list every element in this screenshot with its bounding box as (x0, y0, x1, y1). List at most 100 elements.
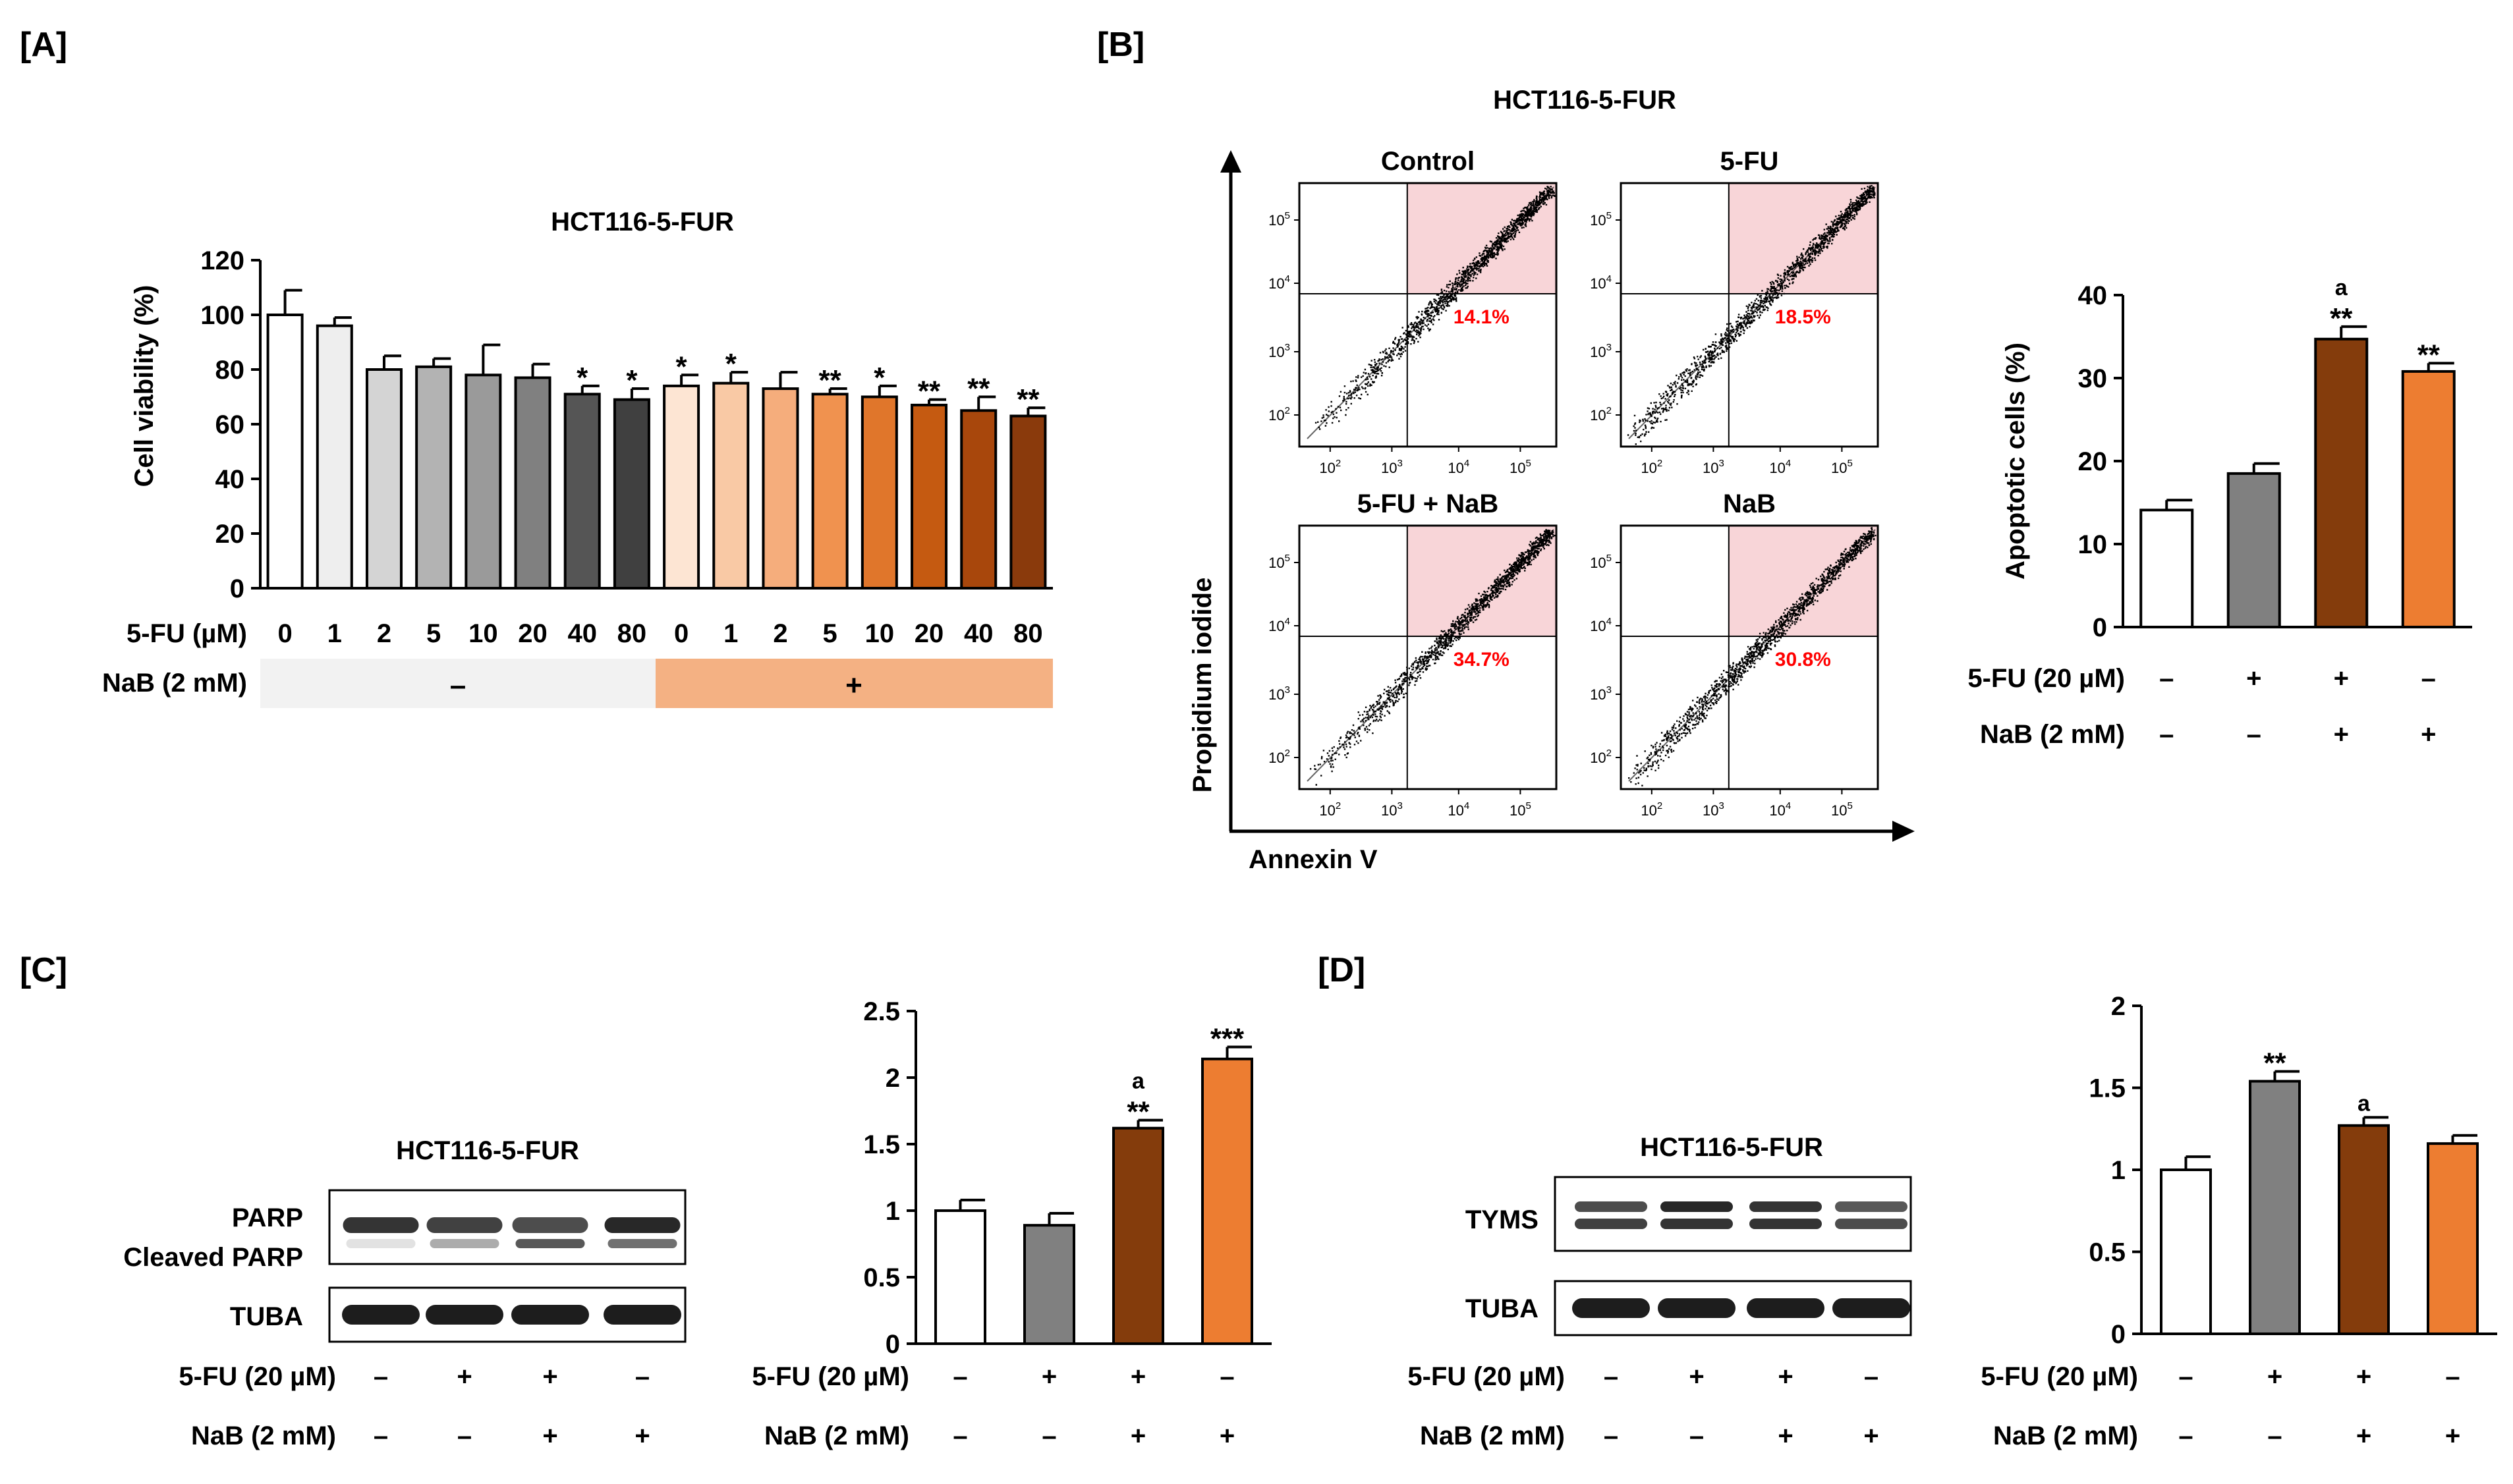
bar (465, 373, 502, 590)
flow-diagonal (1628, 529, 1876, 782)
treatment-sign: + (457, 1362, 472, 1391)
apoptotic-quadrant (1728, 526, 1878, 636)
treatment-sign: – (953, 1421, 967, 1450)
bar (365, 368, 403, 590)
flow-y-tick-label: 104 (1590, 616, 1612, 634)
comparison-mark: a (2358, 1091, 2371, 1116)
treatment-sign: – (953, 1362, 967, 1391)
protein-band (1660, 1219, 1733, 1229)
y-tick-label: 1 (2111, 1156, 2126, 1185)
tuba-band-label-d: TUBA (1465, 1294, 1539, 1323)
comparison-mark: a (1132, 1069, 1145, 1094)
nab-minus-sign: – (450, 669, 466, 701)
flow-plot-frame (1620, 182, 1879, 448)
y-tick-label: 2 (886, 1064, 900, 1093)
flow-plot-title: Control (1381, 147, 1475, 176)
flow-scatter-events (1309, 529, 1556, 786)
y-tick-label: 20 (215, 520, 245, 549)
x-category-label: 1 (327, 619, 342, 648)
panel-c-blot-title: HCT116-5-FUR (396, 1136, 579, 1165)
x-category-label: 80 (1013, 619, 1043, 648)
flow-plot-frame (1298, 182, 1558, 448)
apoptotic-percentage: 34.7% (1454, 649, 1510, 671)
bar (2249, 1080, 2301, 1336)
treatment-sign: + (2334, 720, 2349, 749)
comparison-mark: a (2335, 275, 2348, 300)
protein-band (515, 1239, 585, 1248)
parp-band-label: PARP (232, 1203, 303, 1232)
flow-y-arrowhead (1220, 150, 1241, 173)
protein-band (604, 1217, 681, 1233)
flow-y-tick-label: 103 (1590, 684, 1612, 703)
flow-y-tick-label: 104 (1268, 273, 1290, 292)
significance-marker: * (577, 362, 588, 394)
flow-y-tick-label: 105 (1268, 553, 1290, 571)
bar (663, 384, 700, 590)
protein-band (1835, 1219, 1907, 1229)
x-category-label: 10 (468, 619, 498, 648)
treatment-sign: – (457, 1421, 472, 1450)
panel-d-western-blot: HCT116-5-FUR TYMS TUBA 5-FU (20 µM) – + + – N… (1407, 1133, 1912, 1450)
treatment-sign: – (374, 1362, 388, 1391)
cleaved-parp-band-label: Cleaved PARP (123, 1243, 303, 1272)
flow-x-tick-label: 103 (1703, 458, 1724, 476)
flow-x-tick-label: 102 (1641, 458, 1662, 476)
treatment-sign: – (2445, 1362, 2460, 1391)
bar (934, 1209, 986, 1345)
treatment-sign: + (1042, 1362, 1057, 1391)
protein-band (342, 1305, 420, 1325)
bar (316, 324, 353, 590)
flow-x-tick-label: 105 (1831, 458, 1853, 476)
significance-marker: ** (918, 375, 941, 408)
treatment-sign: + (542, 1421, 557, 1450)
significance-marker: ** (1017, 383, 1040, 416)
flow-x-tick-label: 104 (1448, 800, 1469, 819)
x-category-label: 40 (964, 619, 994, 648)
nab-minus-band (260, 659, 656, 708)
protein-band (607, 1239, 677, 1248)
apoptotic-percentage: 14.1% (1454, 306, 1510, 328)
x-category-label: 40 (567, 619, 597, 648)
significance-marker: ** (2263, 1047, 2286, 1080)
y-tick-label: 10 (2078, 530, 2108, 559)
flow-x-tick-label: 103 (1381, 458, 1403, 476)
flow-plot: Control 14.1% 102 102 103 103 104 104 105 105 (1268, 147, 1558, 476)
y-tick-label: 0 (230, 574, 244, 603)
flow-plot: 5-FU + NaB 34.7% 102 102 103 103 104 104 105 105 (1268, 489, 1558, 819)
protein-band (426, 1217, 503, 1233)
nab-plus-band (656, 659, 1053, 708)
protein-band (426, 1305, 503, 1325)
significance-marker: *** (1210, 1023, 1245, 1055)
panel-d-label: [D] (1318, 951, 1365, 989)
treatment-sign: + (542, 1362, 557, 1391)
panel-a-x-row-label: 5-FU (µM) (127, 619, 247, 648)
flow-x-tick-label: 102 (1319, 800, 1341, 819)
bar (2314, 337, 2369, 629)
treatment-sign: + (2356, 1421, 2371, 1450)
panel-c-label: [C] (20, 951, 67, 989)
bar (1201, 1057, 1253, 1345)
panel-a-nab-label: NaB (2 mM) (102, 669, 247, 698)
x-category-label: 5 (823, 619, 837, 648)
x-category-label: 2 (773, 619, 787, 648)
protein-band (604, 1305, 681, 1325)
panel-c-bar-chart: 0 0.5 1 1.5 2 2.5 **a *** 5-FU (20 µM) – + + – NaB … (752, 997, 1272, 1450)
y-tick-label: 1 (886, 1197, 900, 1226)
flow-x-tick-label: 105 (1510, 800, 1531, 819)
flow-x-tick-label: 104 (1769, 458, 1791, 476)
treatment-row-label: 5-FU (20 µM) (1407, 1362, 1565, 1391)
treatment-row-label: 5-FU (20 µM) (1981, 1362, 2138, 1391)
bar (2139, 508, 2194, 629)
y-tick-label: 100 (200, 301, 244, 330)
flow-x-axis-title: Annexin V (1249, 845, 1378, 874)
flow-plot: 5-FU 18.5% 102 102 103 103 104 104 105 105 (1590, 147, 1879, 476)
protein-band (343, 1217, 419, 1233)
panel-a-y-axis-title: Cell viability (%) (130, 285, 159, 487)
x-category-label: 80 (617, 619, 647, 648)
flow-y-tick-label: 104 (1590, 273, 1612, 292)
significance-marker: ** (819, 364, 842, 397)
treatment-sign: – (374, 1421, 388, 1450)
y-tick-label: 30 (2078, 364, 2108, 393)
x-category-label: 20 (518, 619, 548, 648)
flow-x-tick-label: 105 (1510, 458, 1531, 476)
